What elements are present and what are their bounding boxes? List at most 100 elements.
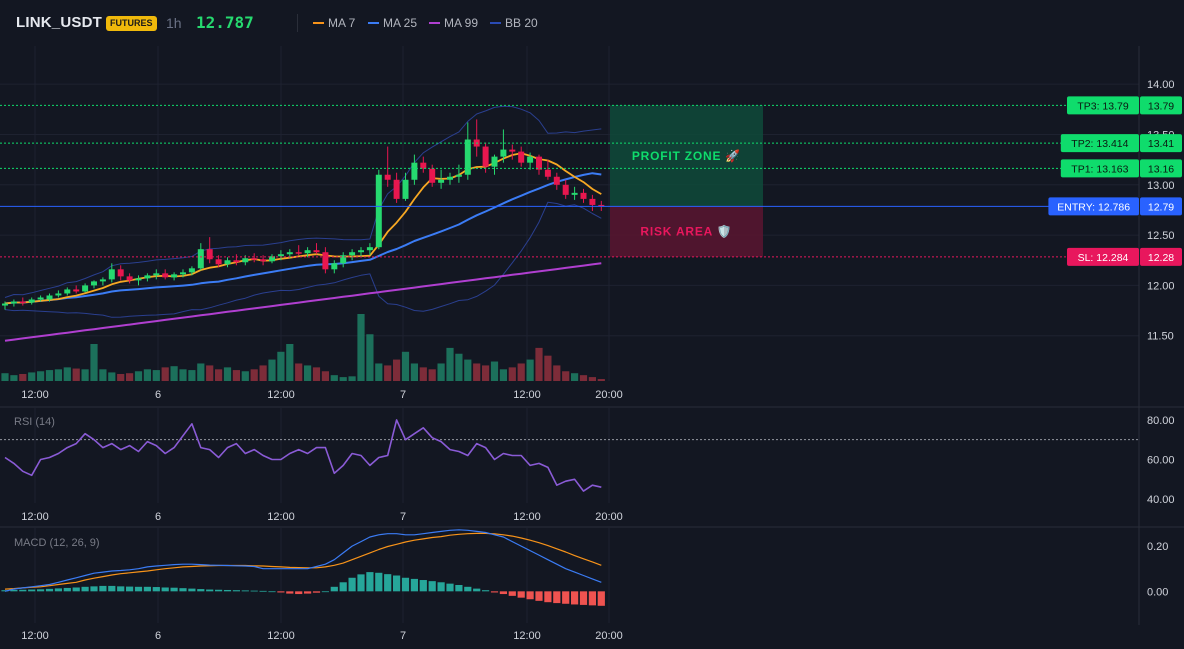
sl-axis-tag-bg — [1140, 247, 1182, 266]
candle — [144, 273, 151, 282]
candle — [153, 269, 160, 280]
macd-histogram-bar — [384, 574, 392, 592]
macd-histogram-bar — [134, 586, 143, 592]
macd-histogram-bar — [241, 590, 249, 592]
candle — [206, 237, 213, 264]
volume-bar — [241, 371, 249, 381]
rsi-tick-label: 40.00 — [1147, 494, 1175, 506]
rsi-tick-label: 80.00 — [1147, 415, 1175, 427]
candle — [349, 249, 356, 261]
tp-axis-tag-label: 13.16 — [1148, 163, 1174, 175]
tp-axis-tag-bg — [1140, 159, 1182, 178]
volume-bar — [277, 351, 285, 381]
macd-histogram-bar — [295, 591, 303, 595]
time-tick-label: 20:00 — [595, 389, 623, 401]
candle — [438, 169, 445, 189]
time-tick-label: 7 — [400, 630, 406, 642]
macd-histogram-bar — [188, 588, 196, 592]
candle-body — [188, 268, 195, 273]
candle-body — [233, 260, 240, 263]
candle-body — [429, 168, 436, 183]
volume-bar — [526, 359, 534, 381]
candle-body — [331, 263, 338, 270]
volume-bar — [206, 365, 214, 381]
candle — [224, 257, 231, 268]
candle — [162, 269, 169, 280]
candle — [455, 164, 462, 183]
tp-tag-label: TP1: 13.163 — [1071, 163, 1128, 175]
time-axis[interactable]: 12:00 6 12:00 7 12:00 20:00 12:00 6 12:00 7 12:00 2… — [21, 389, 623, 642]
volume-bar — [250, 369, 258, 381]
legend-bb20[interactable]: BB 20 — [490, 16, 538, 30]
candle-body — [562, 184, 569, 195]
volume-bar — [562, 371, 570, 381]
entry-tag-label: ENTRY: 12.786 — [1057, 201, 1130, 213]
candle-body — [277, 254, 284, 257]
macd-histogram-bar — [579, 591, 588, 605]
volume-bar — [54, 369, 62, 381]
volume-bar — [437, 363, 445, 381]
volume-bar — [99, 369, 107, 381]
volume-bar — [286, 343, 294, 381]
macd-histogram-bar — [28, 589, 36, 592]
volume-bar — [544, 355, 552, 381]
candle — [340, 252, 347, 268]
price-tick-label: 12.50 — [1147, 230, 1175, 242]
volume-bar — [473, 363, 481, 381]
candle-body — [117, 269, 124, 277]
interval-selector[interactable]: 1h — [166, 15, 182, 31]
bb20-swatch — [490, 22, 501, 24]
legend-ma7[interactable]: MA 7 — [313, 16, 355, 30]
macd-histogram-bar — [499, 591, 507, 595]
volume-bar — [28, 372, 36, 381]
last-price: 12.787 — [196, 13, 254, 32]
volume-bar — [117, 373, 125, 381]
candle-body — [411, 162, 418, 180]
volume-bar — [579, 375, 588, 381]
candle-body — [2, 303, 8, 306]
candle-body — [509, 149, 516, 152]
legend-ma7-label: MA 7 — [328, 16, 356, 30]
legend-ma99[interactable]: MA 99 — [429, 16, 478, 30]
macd-histogram-bar — [393, 575, 401, 592]
candles[interactable] — [2, 119, 605, 310]
volume-bar — [295, 363, 303, 381]
candle — [384, 146, 391, 187]
candle-body — [358, 250, 364, 253]
candle-body — [304, 250, 311, 254]
macd-histogram-bar — [375, 572, 383, 592]
volume-bar — [1, 373, 9, 381]
candle-body — [313, 250, 320, 253]
volume-bar — [321, 371, 329, 381]
volume-bar — [179, 369, 187, 381]
tp-tag-bg — [1060, 134, 1139, 153]
candle-body — [536, 156, 542, 170]
macd-histogram-bar — [215, 589, 223, 592]
legend-ma25[interactable]: MA 25 — [368, 16, 417, 30]
price-tick-label: 14.00 — [1147, 79, 1175, 91]
candle — [117, 265, 124, 281]
candle — [277, 250, 284, 261]
symbol-label[interactable]: LINK_USDT — [16, 14, 102, 31]
candle-body — [500, 149, 507, 157]
candle — [536, 154, 542, 175]
candle-body — [171, 274, 178, 278]
candle — [509, 144, 516, 160]
volume-bar — [10, 375, 18, 381]
macd-histogram-bar — [553, 591, 561, 604]
trade-zones: PROFIT ZONE 🚀 RISK AREA 🛡️ — [610, 105, 763, 257]
ma99-line — [4, 262, 602, 342]
time-tick-label: 12:00 — [21, 511, 49, 523]
volume-bar — [553, 365, 561, 381]
candle-body — [286, 252, 293, 255]
candle — [402, 172, 409, 201]
ma25-swatch — [368, 22, 379, 24]
candle-body — [384, 174, 391, 180]
time-tick-label: 12:00 — [513, 630, 541, 642]
candle — [393, 172, 400, 203]
ma7-swatch — [313, 22, 324, 24]
candle — [491, 154, 498, 175]
macd-histogram-bar — [366, 572, 374, 592]
tp-tag-bg — [1067, 96, 1139, 115]
